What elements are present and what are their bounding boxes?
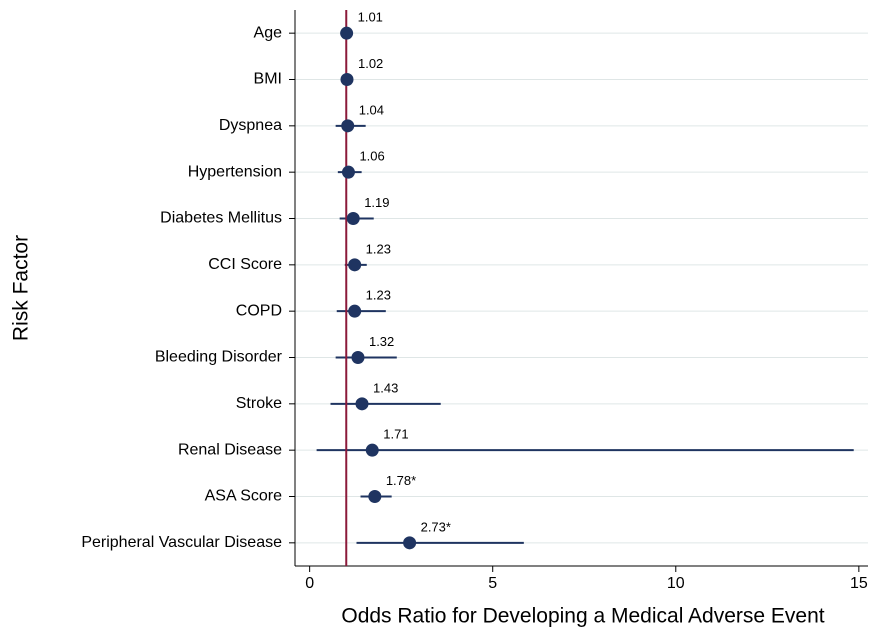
y-tick-label: Dyspnea xyxy=(219,117,282,134)
x-tick-label: 10 xyxy=(667,575,685,592)
value-label: 1.78* xyxy=(386,473,416,488)
y-tick-label: Stroke xyxy=(236,395,282,412)
point xyxy=(348,304,362,318)
y-tick-label: Renal Disease xyxy=(178,441,282,458)
x-tick-label: 5 xyxy=(488,575,497,592)
point xyxy=(341,119,355,133)
y-tick-label: Diabetes Mellitus xyxy=(160,210,282,227)
y-tick-label: Hypertension xyxy=(188,163,282,180)
point xyxy=(348,258,362,272)
value-label: 1.23 xyxy=(366,241,391,256)
y-tick-label: CCI Score xyxy=(208,256,282,273)
value-label: 1.01 xyxy=(358,10,383,25)
y-tick-label: BMI xyxy=(254,71,282,88)
y-tick-label: Peripheral Vascular Disease xyxy=(81,534,282,551)
point xyxy=(340,26,354,40)
value-label: 1.23 xyxy=(366,288,391,303)
y-tick-label: Age xyxy=(254,24,283,41)
point xyxy=(355,397,369,411)
point xyxy=(365,443,379,457)
point xyxy=(403,536,417,550)
value-label: 1.06 xyxy=(359,149,384,164)
value-label: 1.43 xyxy=(373,380,398,395)
point xyxy=(340,73,354,86)
y-tick-label: COPD xyxy=(236,302,282,319)
x-tick-label: 0 xyxy=(305,575,314,592)
value-label: 1.02 xyxy=(358,56,383,71)
point xyxy=(351,351,365,364)
y-axis-title: Risk Factor xyxy=(10,235,33,341)
x-axis-title: Odds Ratio for Developing a Medical Adve… xyxy=(341,605,824,628)
value-label: 2.73* xyxy=(421,519,451,534)
y-tick-label: ASA Score xyxy=(205,488,282,505)
value-label: 1.32 xyxy=(369,334,394,349)
value-label: 1.04 xyxy=(359,102,384,117)
point xyxy=(341,165,355,179)
point xyxy=(346,212,360,225)
value-label: 1.71 xyxy=(383,427,408,442)
x-tick-label: 15 xyxy=(850,575,868,592)
y-tick-label: Bleeding Disorder xyxy=(155,349,283,366)
point xyxy=(368,490,382,503)
value-label: 1.19 xyxy=(364,195,389,210)
